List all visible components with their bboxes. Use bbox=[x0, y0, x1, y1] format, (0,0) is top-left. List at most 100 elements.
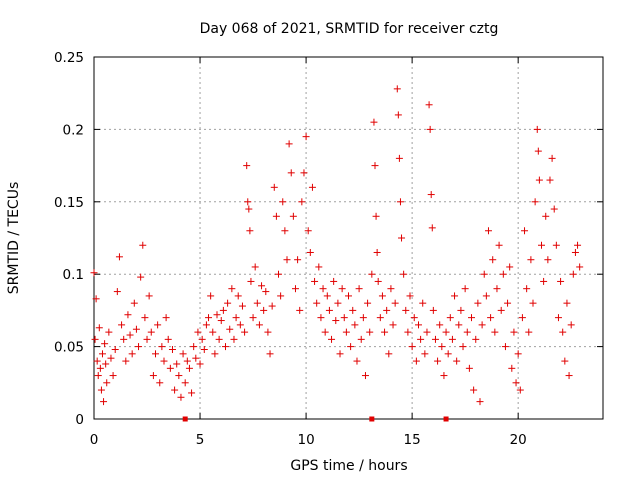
data-point bbox=[472, 335, 480, 343]
data-point bbox=[338, 285, 346, 293]
data-point bbox=[164, 335, 172, 343]
data-point bbox=[311, 277, 319, 285]
data-point bbox=[451, 292, 459, 300]
data-point bbox=[113, 288, 121, 296]
data-point bbox=[393, 85, 401, 93]
baseline-marker bbox=[182, 416, 188, 422]
data-point bbox=[425, 101, 433, 109]
data-point bbox=[244, 198, 252, 206]
data-point bbox=[412, 357, 420, 365]
data-point bbox=[453, 357, 461, 365]
data-point bbox=[345, 292, 352, 300]
data-point bbox=[221, 343, 229, 351]
y-tick-label: 0.1 bbox=[63, 267, 84, 283]
data-points bbox=[90, 85, 584, 406]
data-point bbox=[328, 335, 336, 343]
data-point bbox=[246, 227, 254, 235]
data-point bbox=[554, 314, 562, 322]
data-point bbox=[389, 321, 397, 329]
data-point bbox=[569, 270, 577, 278]
data-point bbox=[489, 256, 497, 264]
data-point bbox=[359, 314, 367, 322]
data-point bbox=[190, 343, 198, 351]
data-point bbox=[124, 311, 132, 319]
data-point bbox=[381, 328, 389, 336]
data-point bbox=[126, 331, 134, 339]
data-point bbox=[308, 183, 316, 191]
data-point bbox=[457, 306, 465, 314]
data-point bbox=[264, 328, 272, 336]
data-point bbox=[287, 169, 295, 177]
data-point bbox=[527, 256, 535, 264]
data-point bbox=[202, 321, 210, 329]
data-point bbox=[289, 212, 297, 220]
data-point bbox=[95, 324, 103, 332]
data-point bbox=[198, 335, 206, 343]
data-point bbox=[226, 325, 234, 333]
data-point bbox=[283, 256, 291, 264]
data-point bbox=[385, 350, 393, 358]
data-point bbox=[97, 386, 105, 394]
data-point bbox=[230, 335, 238, 343]
data-point bbox=[448, 335, 456, 343]
data-point bbox=[444, 350, 452, 358]
data-point bbox=[421, 350, 429, 358]
data-point bbox=[349, 306, 357, 314]
data-point bbox=[561, 357, 569, 365]
data-point bbox=[272, 212, 280, 220]
data-point bbox=[342, 328, 350, 336]
data-point bbox=[107, 354, 115, 362]
data-point bbox=[336, 350, 344, 358]
baseline-marker bbox=[443, 416, 449, 422]
data-point bbox=[90, 269, 98, 277]
data-point bbox=[410, 314, 418, 322]
data-point bbox=[470, 386, 478, 394]
data-point bbox=[154, 321, 162, 329]
data-point bbox=[571, 248, 579, 256]
data-point bbox=[436, 321, 444, 329]
data-point bbox=[366, 328, 374, 336]
data-point bbox=[499, 270, 507, 278]
data-point bbox=[506, 263, 514, 271]
data-point bbox=[149, 372, 157, 380]
data-point bbox=[211, 350, 219, 358]
data-point bbox=[476, 398, 484, 406]
data-point bbox=[205, 314, 213, 322]
data-point bbox=[357, 335, 365, 343]
data-point bbox=[319, 285, 327, 293]
data-point bbox=[181, 379, 189, 387]
data-point bbox=[480, 270, 488, 278]
data-point bbox=[177, 393, 185, 401]
data-point bbox=[139, 241, 147, 249]
data-point bbox=[234, 292, 242, 300]
data-point bbox=[504, 299, 512, 307]
data-point bbox=[96, 364, 104, 372]
data-point bbox=[391, 299, 399, 307]
data-point bbox=[510, 328, 518, 336]
data-point bbox=[408, 343, 416, 351]
data-point bbox=[137, 273, 145, 281]
data-point bbox=[317, 314, 325, 322]
data-point bbox=[141, 314, 149, 322]
y-tick-label: 0.2 bbox=[63, 122, 84, 138]
data-point bbox=[376, 314, 384, 322]
data-point bbox=[109, 372, 117, 380]
data-point bbox=[533, 125, 541, 133]
data-point bbox=[275, 270, 283, 278]
data-point bbox=[535, 176, 543, 184]
data-point bbox=[347, 343, 355, 351]
data-point bbox=[497, 306, 505, 314]
data-point bbox=[493, 285, 501, 293]
data-point bbox=[132, 325, 140, 333]
data-point bbox=[468, 314, 476, 322]
data-point bbox=[426, 125, 434, 133]
data-point bbox=[183, 357, 191, 365]
data-point bbox=[429, 306, 437, 314]
x-tick-label: 20 bbox=[510, 432, 527, 448]
data-point bbox=[402, 306, 410, 314]
data-point bbox=[550, 205, 558, 213]
data-point bbox=[128, 350, 136, 358]
data-point bbox=[188, 389, 196, 397]
data-point bbox=[495, 241, 503, 249]
